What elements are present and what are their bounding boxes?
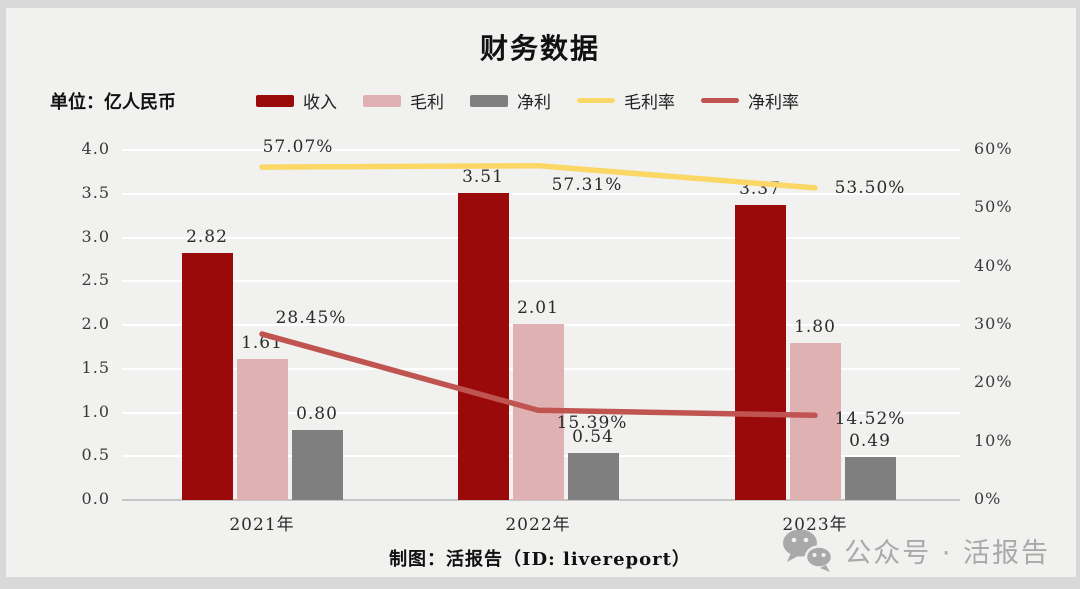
bar-revenue	[181, 253, 233, 500]
bar-value-label: 3.51	[462, 166, 504, 187]
right-axis-tick: 60%	[974, 139, 1013, 158]
bar-net-profit	[291, 430, 343, 500]
bar-value-label: 2.82	[186, 227, 228, 248]
wechat-icon	[783, 529, 834, 572]
watermark: 公众号 · 活报告	[782, 528, 1050, 572]
right-axis-tick: 20%	[974, 372, 1013, 392]
left-axis-tick: 2.5	[81, 270, 110, 290]
bar-net-profit	[567, 452, 619, 500]
legend-item-revenue: 收入	[256, 88, 337, 113]
left-axis-tick: 2.0	[81, 314, 110, 333]
line-value-label: 57.31%	[551, 174, 623, 195]
chart-title: 财务数据	[479, 32, 600, 65]
x-axis-label: 2022年	[505, 515, 571, 535]
gridline	[122, 192, 960, 195]
unit-label: 单位：亿人民币	[50, 92, 176, 113]
legend-label: 净利	[517, 93, 551, 113]
legend-label: 毛利	[410, 93, 444, 113]
left-axis-tick: 3.0	[81, 226, 110, 246]
legend-swatch-gross-margin	[577, 98, 615, 103]
plot-area: 4.0 3.5 3.0 2.5 2.0 1.5 1.0 0.5 0.0 60% 50% 40% 30% 2…	[82, 137, 1012, 535]
left-axis-tick: 0.5	[81, 445, 110, 465]
footer-credit: 制图：活报告（ID: livereport）	[389, 549, 691, 570]
gridline	[122, 499, 960, 501]
legend-swatch-net-profit	[470, 94, 508, 107]
legend: 收入 毛利 净利 毛利率 净利率	[256, 88, 799, 113]
bar-value-label: 0.49	[849, 431, 891, 452]
bar-gross-profit	[789, 342, 841, 500]
legend-swatch-revenue	[256, 94, 294, 107]
legend-item-net-profit: 净利	[470, 88, 551, 113]
right-axis-tick: 30%	[974, 314, 1013, 333]
left-axis-tick: 3.5	[81, 182, 110, 202]
bar-gross-profit	[236, 359, 288, 500]
legend-swatch-gross-profit	[363, 94, 401, 107]
left-axis-tick: 0.0	[81, 489, 110, 508]
bar-value-label: 1.80	[794, 316, 836, 337]
right-axis-tick: 10%	[974, 430, 1013, 450]
gridline	[122, 236, 960, 239]
left-axis-tick: 4.0	[81, 139, 110, 158]
bar-value-label: 0.80	[296, 404, 338, 424]
legend-item-net-margin: 净利率	[701, 88, 799, 113]
legend-label: 净利率	[748, 93, 799, 113]
legend-swatch-net-margin	[701, 98, 739, 103]
left-axis-tick: 1.0	[81, 401, 110, 421]
left-axis-tick: 1.5	[81, 357, 110, 377]
x-axis-label: 2021年	[229, 515, 295, 535]
bar-revenue	[457, 192, 509, 500]
right-axis-tick: 50%	[974, 197, 1013, 217]
bar-revenue	[734, 205, 786, 500]
gridline	[122, 149, 960, 151]
line-gross-margin	[259, 162, 818, 191]
legend-label: 毛利率	[624, 93, 675, 113]
bar-net-profit	[844, 457, 896, 500]
line-value-label: 53.50%	[834, 177, 906, 198]
gridline	[122, 280, 960, 283]
bar-value-label: 2.01	[517, 298, 559, 319]
right-axis-tick: 0%	[974, 489, 1002, 508]
line-value-label: 57.07%	[262, 137, 334, 158]
bar-value-label: 3.37	[739, 179, 781, 200]
bar-value-label: 0.54	[572, 426, 614, 447]
right-axis-tick: 40%	[974, 255, 1013, 275]
bar-value-label: 1.61	[241, 333, 283, 354]
line-value-label: 15.39%	[556, 413, 628, 434]
legend-item-gross-profit: 毛利	[363, 88, 444, 113]
watermark-text: 公众号 · 活报告	[844, 537, 1050, 569]
line-value-label: 14.52%	[834, 409, 906, 430]
legend-item-gross-margin: 毛利率	[577, 88, 675, 113]
line-value-label: 28.45%	[275, 308, 347, 329]
legend-label: 收入	[303, 93, 337, 113]
